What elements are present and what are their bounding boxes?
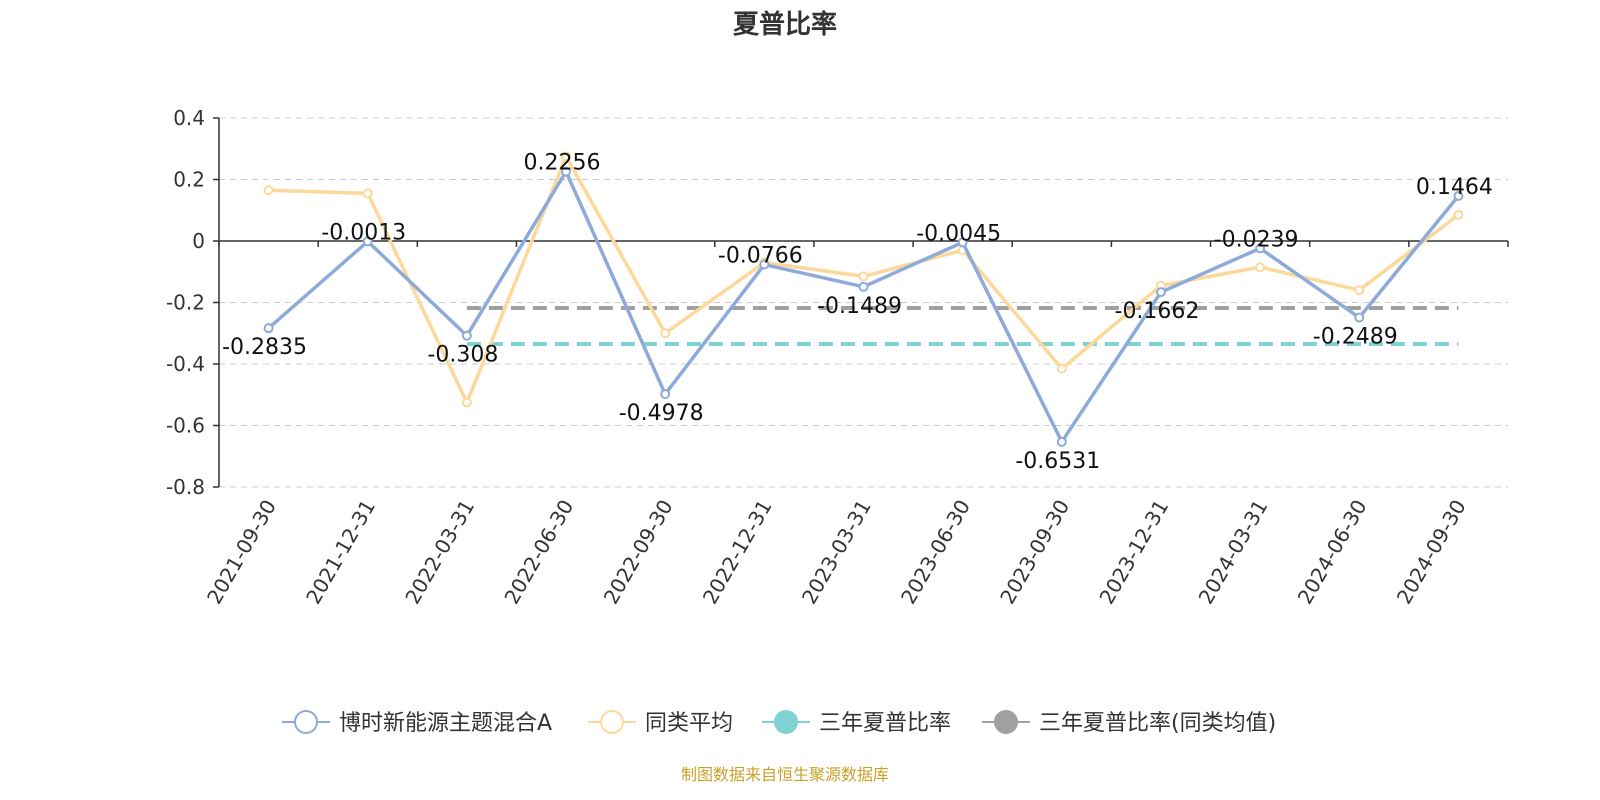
y-tick-label: 0.4 (173, 106, 205, 130)
data-point[interactable] (1354, 312, 1365, 323)
x-tick-label: 2024-03-31 (1194, 496, 1273, 609)
x-tick-label: 2023-09-30 (995, 496, 1074, 609)
data-label: -0.0013 (321, 220, 406, 245)
legend-label: 同类平均 (645, 711, 733, 736)
data-point[interactable] (759, 259, 770, 270)
data-point[interactable] (1056, 363, 1067, 374)
legend-item[interactable]: 三年夏普比率 (762, 710, 951, 736)
data-point[interactable] (1056, 436, 1067, 447)
data-label: -0.6531 (1015, 449, 1100, 474)
data-point[interactable] (461, 330, 472, 341)
data-label: 0.2256 (524, 151, 601, 176)
data-labels: -0.2835 -0.0013 -0.308 0.2256 -0.4978 -0.0766… (222, 151, 1493, 474)
legend-item[interactable]: 三年夏普比率(同类均值) (982, 710, 1276, 736)
data-point[interactable] (1255, 243, 1266, 254)
x-tick-label: 2023-06-30 (896, 495, 975, 608)
y-tick-label: 0.2 (173, 168, 205, 192)
data-point[interactable] (461, 397, 472, 408)
data-label: -0.1489 (817, 294, 902, 319)
chart-title: 夏普比率 (733, 9, 837, 40)
y-tick-label: -0.6 (166, 414, 205, 438)
x-tick-label: 2024-09-30 (1392, 496, 1471, 609)
x-tick-label: 2022-03-31 (400, 496, 479, 609)
x-tick-label: 2023-12-31 (1094, 496, 1173, 609)
x-tick-label: 2021-12-31 (301, 496, 380, 609)
data-label: -0.1662 (1115, 299, 1200, 324)
x-tick-label: 2022-09-30 (599, 496, 678, 609)
legend-marker (994, 710, 1018, 734)
data-point[interactable] (660, 389, 671, 400)
data-label: 0.1464 (1416, 175, 1493, 200)
legend-label: 博时新能源主题混合A (339, 711, 552, 736)
x-tick-label: 2024-06-30 (1293, 496, 1372, 609)
data-point[interactable] (1155, 287, 1166, 298)
data-point[interactable] (263, 323, 274, 334)
x-axis-ticks: 2021-09-30 2021-12-31 2022-03-31 2022-06-30… (202, 495, 1471, 608)
legend-marker (774, 710, 798, 734)
legend-item[interactable]: 博时新能源主题混合A (282, 710, 552, 736)
data-point[interactable] (858, 271, 869, 282)
data-point[interactable] (561, 151, 572, 162)
data-point[interactable] (660, 328, 671, 339)
data-point[interactable] (362, 188, 373, 199)
data-source-note: 制图数据来自恒生聚源数据库 (681, 765, 889, 784)
data-point[interactable] (957, 237, 968, 248)
x-tick-label: 2022-06-30 (499, 496, 578, 609)
legend-marker (294, 710, 318, 734)
y-tick-label: 0 (192, 229, 205, 253)
data-point[interactable] (362, 236, 373, 247)
data-point[interactable] (263, 185, 274, 196)
series-lines (263, 151, 1464, 447)
legend-label: 三年夏普比率(同类均值) (1039, 711, 1276, 736)
data-label: -0.308 (427, 343, 498, 368)
legend-marker (600, 710, 624, 734)
data-point[interactable] (1453, 190, 1464, 201)
data-point[interactable] (1255, 262, 1266, 273)
data-point[interactable] (561, 166, 572, 177)
y-tick-label: -0.4 (166, 352, 205, 376)
legend-label: 三年夏普比率 (819, 711, 951, 736)
data-label: -0.0045 (916, 221, 1001, 246)
data-label: -0.4978 (619, 401, 704, 426)
data-label: -0.0766 (718, 244, 803, 269)
y-axis-ticks: 0.4 0.2 0 -0.2 -0.4 -0.6 -0.8 (166, 106, 219, 499)
data-label: -0.2835 (222, 335, 307, 360)
reference-lines (466, 306, 1459, 347)
legend-item[interactable]: 同类平均 (588, 710, 733, 736)
legend[interactable]: 博时新能源主题混合A 同类平均 三年夏普比率 三年夏普比率(同类均值) (282, 710, 1276, 736)
data-label: -0.0239 (1214, 227, 1299, 252)
y-tick-label: -0.2 (166, 291, 205, 315)
data-point[interactable] (1354, 285, 1365, 296)
y-tick-label: -0.8 (166, 475, 205, 499)
data-point[interactable] (858, 281, 869, 292)
x-tick-label: 2022-12-31 (698, 496, 777, 609)
x-tick-label: 2023-03-31 (797, 496, 876, 609)
data-label: -0.2489 (1313, 325, 1398, 350)
data-point[interactable] (1453, 209, 1464, 220)
x-tick-label: 2021-09-30 (202, 496, 281, 609)
